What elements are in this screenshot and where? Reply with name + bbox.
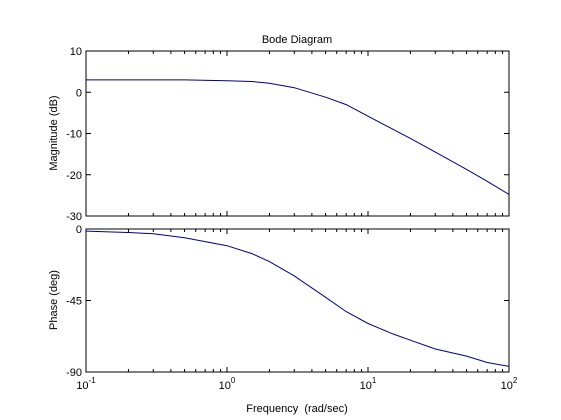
x-tick-exponent: 0 — [231, 376, 236, 385]
phase-axes-frame — [85, 228, 510, 373]
magnitude-y-ticks: 10 0 -10 -20 -30 — [66, 46, 509, 223]
phase-panel: 0-45-90 10-1 100 101 102 Phase (deg) Freque… — [48, 224, 518, 415]
y-tick-label: -90 — [66, 367, 82, 379]
phase-y-ticks: 0 -45 -90 — [66, 224, 509, 379]
x-tick-label: 101 — [360, 376, 377, 392]
series-line — [86, 79, 510, 195]
y-tick-label: -20 — [66, 170, 82, 182]
y-tick-label: -10 — [66, 129, 82, 141]
y-tick-label: -30 — [66, 211, 82, 223]
frequency-x-axis-label: Frequency (rad/sec) — [246, 403, 347, 415]
frequency-x-ticks: 10-1 100 101 102 — [76, 376, 518, 392]
chart-title: Bode Diagram — [262, 34, 332, 46]
magnitude-y-axis-label: Magnitude (dB) — [48, 95, 60, 170]
magnitude-axes-frame — [85, 50, 510, 217]
x-tick-exponent: -1 — [89, 376, 97, 385]
phase-y-axis-label: Phase (deg) — [48, 270, 60, 330]
x-tick-label: 102 — [501, 376, 518, 392]
series-line — [85, 230, 510, 367]
y-tick-label: -45 — [66, 296, 82, 308]
x-tick-base: 10 — [219, 380, 231, 392]
x-tick-exponent: 2 — [513, 376, 518, 385]
magnitude-series — [86, 79, 510, 195]
y-tick-label: 10 — [70, 46, 82, 58]
x-tick-base: 10 — [501, 380, 513, 392]
y-tick-label: 0 — [76, 224, 82, 236]
x-tick-base: 10 — [360, 380, 372, 392]
magnitude-minor-ticks — [85, 51, 510, 216]
x-tick-label: 100 — [219, 376, 236, 392]
x-tick-label: 10-1 — [76, 376, 96, 392]
x-tick-exponent: 1 — [372, 376, 377, 385]
phase-series — [85, 230, 510, 367]
x-tick-base: 10 — [76, 380, 88, 392]
phase-minor-ticks — [85, 229, 510, 372]
magnitude-panel: 10 0 -10 -20 -30 Bode Diagram Magnitude (dB) — [48, 34, 510, 223]
y-tick-label: 0 — [76, 87, 82, 99]
